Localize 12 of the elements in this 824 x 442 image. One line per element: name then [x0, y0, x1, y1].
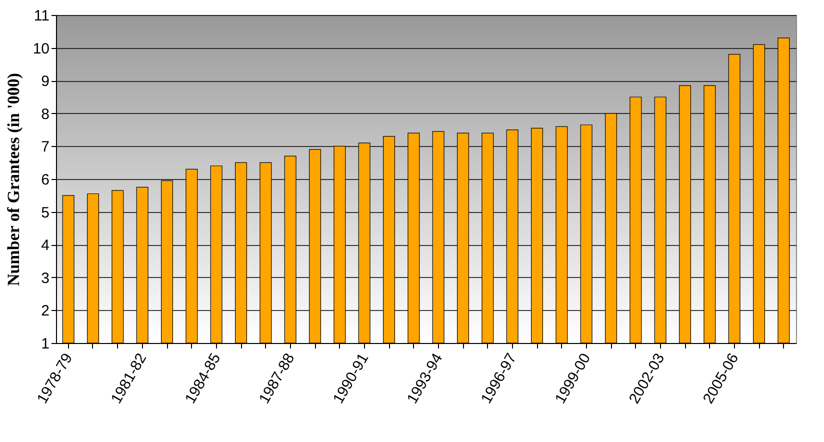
y-tick-label: 8: [41, 106, 50, 123]
y-tick-label: 10: [32, 40, 50, 58]
y-axis-title: Number of Grantees (in '000): [4, 72, 23, 286]
y-tick-label: 9: [41, 73, 50, 90]
y-tick-label: 6: [41, 172, 50, 188]
y-tick-label: 5: [41, 204, 50, 222]
y-tick-label: 3: [41, 270, 50, 287]
y-tick-label: 11: [34, 8, 50, 24]
y-tick-label: 1: [41, 336, 50, 352]
y-tick-label: 2: [41, 302, 50, 320]
y-tick-label: 7: [41, 138, 50, 156]
y-tick-label: 4: [41, 237, 50, 254]
